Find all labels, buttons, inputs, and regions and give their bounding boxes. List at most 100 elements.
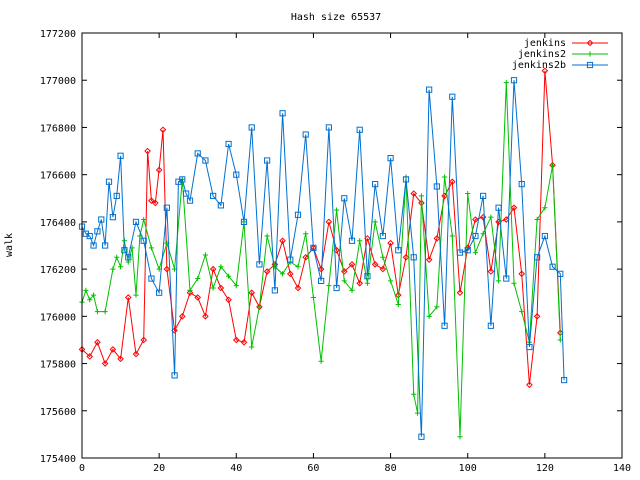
data-point: [113, 192, 120, 200]
plot-series: [78, 67, 568, 440]
series-jenkins: [78, 67, 564, 389]
y-tick-label: 176600: [40, 171, 76, 182]
y-tick-label: 176400: [40, 218, 76, 229]
data-point: [418, 193, 425, 199]
y-tick-label: 177000: [40, 76, 76, 87]
data-point: [121, 247, 128, 254]
data-point: [117, 264, 124, 270]
data-point: [487, 268, 495, 275]
data-point: [356, 126, 363, 133]
data-point: [210, 285, 216, 291]
data-point: [256, 261, 263, 268]
data-point: [151, 199, 159, 207]
data-point: [148, 245, 155, 251]
data-point: [202, 157, 209, 164]
data-point: [144, 147, 151, 155]
data-point: [233, 171, 240, 178]
plot-frame: [81, 32, 623, 459]
data-point: [102, 309, 108, 315]
data-point: [402, 253, 410, 261]
legend-label: jenkins2b: [512, 60, 566, 71]
data-point: [457, 434, 463, 440]
data-point: [495, 204, 502, 211]
data-point: [140, 237, 147, 244]
data-point: [178, 313, 186, 320]
data-point: [510, 204, 518, 212]
data-point: [163, 265, 171, 273]
data-point: [232, 336, 240, 344]
data-point: [186, 289, 194, 297]
data-point: [395, 247, 402, 254]
data-point: [326, 283, 332, 289]
data-point: [480, 192, 487, 200]
data-point: [487, 322, 494, 329]
data-point: [503, 79, 509, 86]
data-point: [465, 190, 471, 197]
data-point: [202, 313, 209, 320]
data-point: [163, 204, 170, 211]
legend-item-jenkins2: jenkins2: [518, 49, 608, 60]
data-point: [541, 67, 549, 75]
data-point: [256, 303, 263, 311]
data-point: [479, 213, 487, 221]
data-point: [549, 263, 556, 270]
series-line-jenkins2: [81, 82, 561, 437]
data-point: [225, 296, 232, 304]
data-point: [433, 183, 440, 190]
data-point: [194, 150, 201, 157]
data-point: [117, 152, 124, 159]
data-point: [510, 77, 518, 84]
data-point: [83, 287, 89, 293]
data-point: [387, 239, 394, 247]
legend-marker: [587, 51, 593, 57]
data-point: [472, 232, 479, 240]
data-point: [464, 247, 471, 254]
data-point: [295, 264, 301, 270]
data-point: [456, 289, 464, 297]
data-point: [557, 270, 564, 277]
x-tick-label: 120: [536, 463, 554, 474]
data-point: [411, 391, 417, 397]
data-point: [340, 268, 348, 275]
data-point: [433, 235, 441, 242]
legend-label: jenkins: [524, 38, 566, 49]
data-point: [325, 124, 332, 131]
data-point: [263, 268, 271, 275]
x-tick-label: 0: [79, 463, 85, 474]
data-point: [86, 232, 93, 240]
data-point: [101, 360, 109, 367]
data-point: [249, 344, 255, 350]
data-point: [372, 181, 379, 188]
data-point: [541, 232, 548, 240]
data-point: [441, 192, 448, 200]
x-tick-label: 20: [153, 463, 165, 474]
data-point: [402, 176, 410, 183]
data-point: [148, 275, 155, 282]
data-point: [124, 294, 132, 301]
data-point: [90, 292, 97, 298]
data-point: [148, 197, 155, 204]
data-point: [248, 289, 256, 297]
data-point: [519, 309, 525, 315]
data-point: [434, 304, 440, 310]
data-point: [310, 244, 317, 251]
data-point: [302, 253, 310, 261]
data-point: [109, 346, 117, 353]
data-point: [534, 216, 540, 223]
data-point: [395, 301, 401, 308]
x-tick-label: 140: [613, 463, 631, 474]
data-point: [356, 279, 364, 287]
data-point: [256, 304, 263, 310]
data-point: [110, 266, 116, 272]
data-point: [87, 297, 93, 303]
data-point: [287, 256, 294, 263]
legend-marker: [586, 39, 594, 47]
data-point: [240, 338, 248, 346]
y-tick-label: 176200: [40, 265, 76, 276]
data-point: [372, 219, 378, 225]
legend-marker: [586, 61, 594, 69]
data-point: [179, 176, 186, 183]
data-point: [325, 218, 333, 226]
